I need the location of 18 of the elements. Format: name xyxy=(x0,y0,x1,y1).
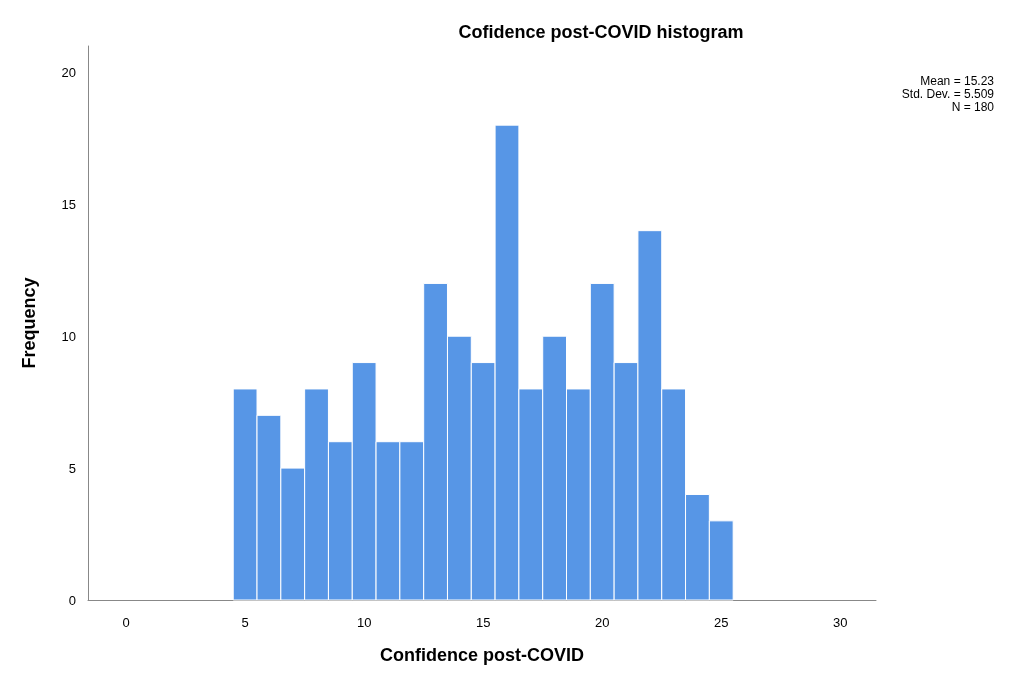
y-tick-label: 15 xyxy=(61,196,76,212)
y-tick-label: 20 xyxy=(61,64,76,80)
y-tick-label: 10 xyxy=(61,328,76,344)
chart-title: Cofidence post-COVID histogram xyxy=(458,22,744,42)
x-tick-label: 10 xyxy=(356,615,372,630)
x-axis-title: Confidence post-COVID xyxy=(379,645,585,665)
y-axis-title: Frequency xyxy=(19,277,39,369)
x-tick-label: 25 xyxy=(714,615,729,630)
x-tick-label: 20 xyxy=(594,615,610,630)
x-tick-label: 0 xyxy=(122,615,130,630)
x-tick-label: 5 xyxy=(241,615,249,630)
x-tick-label: 15 xyxy=(475,615,491,630)
y-tick-label: 0 xyxy=(68,592,76,608)
y-tick-label: 5 xyxy=(68,460,76,476)
text: Mean = 15.23 xyxy=(920,74,995,88)
text: Std. Dev. = 5.509 xyxy=(901,87,995,101)
x-tick-label: 30 xyxy=(833,615,848,630)
text: N = 180 xyxy=(951,100,995,114)
